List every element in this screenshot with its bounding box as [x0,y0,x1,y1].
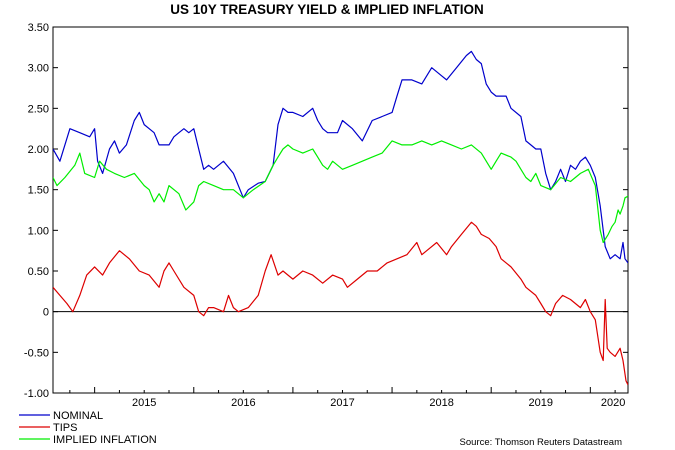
y-tick-label: 1.00 [28,225,49,237]
series-line-tips [53,221,628,386]
chart-title: US 10Y TREASURY YIELD & IMPLIED INFLATIO… [170,2,484,17]
x-tick-label: 2020 [601,397,625,409]
x-tick-label: 2017 [330,397,354,409]
legend-label-nominal: NOMINAL [53,410,103,422]
y-tick-label: 0 [43,307,49,319]
y-tick-label: 2.50 [28,103,49,115]
source-note: Source: Thomson Reuters Datastream [460,437,623,448]
y-tick-label: -1.00 [24,388,49,400]
legend-label-implied-inflation: IMPLIED INFLATION [53,434,157,446]
plot-frame [52,26,629,394]
y-tick-label: 2.00 [28,144,49,156]
y-tick-label: 3.00 [28,63,49,75]
x-axis: 2015 2016 2017 2018 2019 2020 [69,387,625,409]
x-tick-label: 2015 [132,397,156,409]
legend-label-tips: TIPS [53,422,77,434]
series-line-implied-inflation [53,140,628,244]
series-line-nominal [53,50,628,264]
y-tick-label: 3.50 [28,22,49,34]
x-tick-label: 2018 [429,397,453,409]
x-tick-label: 2016 [231,397,255,409]
series-layer [53,50,628,386]
y-tick-label: 1.50 [28,185,49,197]
y-tick-label: -0.50 [24,347,49,359]
y-axis: 3.50 3.00 2.50 2.00 1.50 1.00 0.50 0 -0.50 -1.00 [24,22,628,400]
y-tick-label: 0.50 [28,266,49,278]
x-tick-label: 2019 [529,397,553,409]
